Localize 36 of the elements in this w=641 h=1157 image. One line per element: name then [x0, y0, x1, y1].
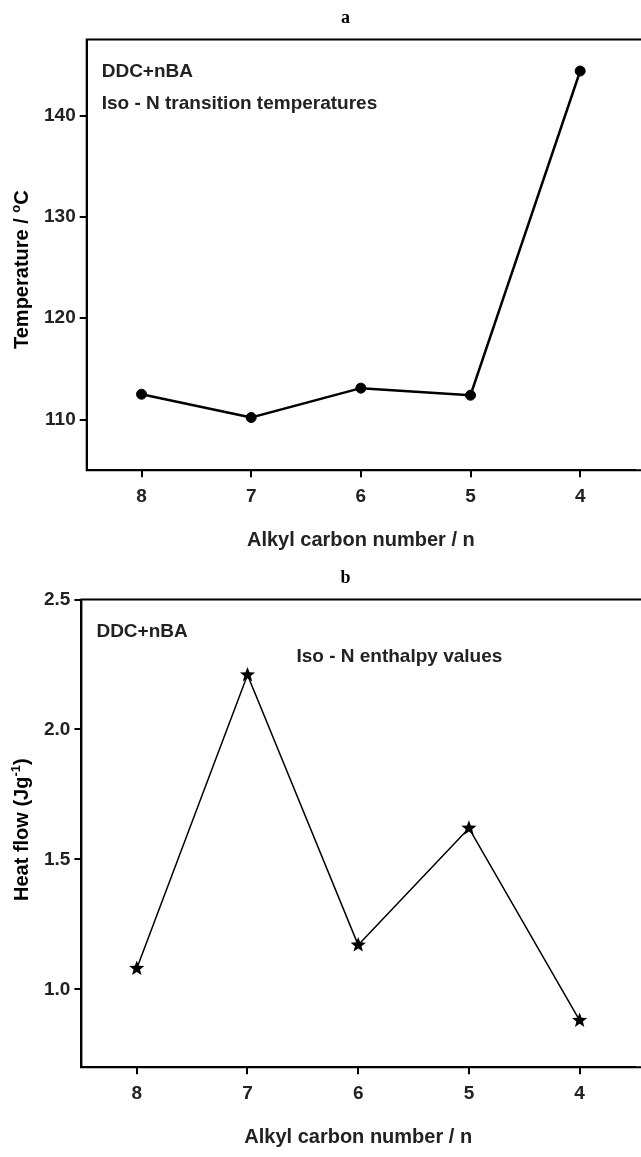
x-tick-label: 6 — [355, 484, 367, 506]
chart-title: b — [340, 567, 351, 588]
annotation: Iso - N transition temperatures — [101, 91, 378, 113]
point — [245, 412, 257, 424]
point — [461, 820, 477, 835]
x-tick-label: 5 — [465, 484, 477, 506]
x-axis-title: Alkyl carbon number / n — [244, 1124, 473, 1147]
point — [136, 388, 148, 400]
annotation: Iso - N enthalpy values — [296, 644, 503, 666]
point — [465, 389, 477, 401]
point — [572, 1012, 588, 1027]
chart-title: a — [341, 7, 350, 28]
x-axis-title: Alkyl carbon number / n — [246, 527, 475, 550]
y-tick-label: 110 — [45, 407, 76, 429]
y-tick-label: 120 — [44, 306, 76, 328]
x-tick-label: 8 — [131, 1081, 143, 1103]
x-tick-label: 4 — [574, 1081, 586, 1103]
point — [574, 65, 586, 77]
point — [355, 382, 367, 394]
y-tick-label: 2.5 — [43, 587, 71, 609]
x-tick-label: 7 — [242, 1081, 253, 1103]
y-tick-label: 130 — [44, 205, 76, 227]
x-tick-label: 6 — [352, 1081, 364, 1103]
annotation: DDC+nBA — [101, 59, 194, 81]
y-tick-label: 1.5 — [43, 847, 71, 869]
x-tick-label: 7 — [245, 484, 257, 506]
x-tick-label: 5 — [463, 1081, 475, 1103]
y-tick-label: 140 — [44, 103, 76, 125]
y-tick-label: 1.0 — [43, 977, 71, 999]
point — [129, 960, 145, 975]
x-tick-label: 8 — [136, 484, 147, 506]
y-tick-label: 2.0 — [43, 717, 71, 739]
annotation: DDC+nBA — [96, 619, 188, 641]
point — [239, 666, 256, 682]
x-tick-label: 4 — [574, 484, 586, 506]
point — [350, 937, 366, 952]
